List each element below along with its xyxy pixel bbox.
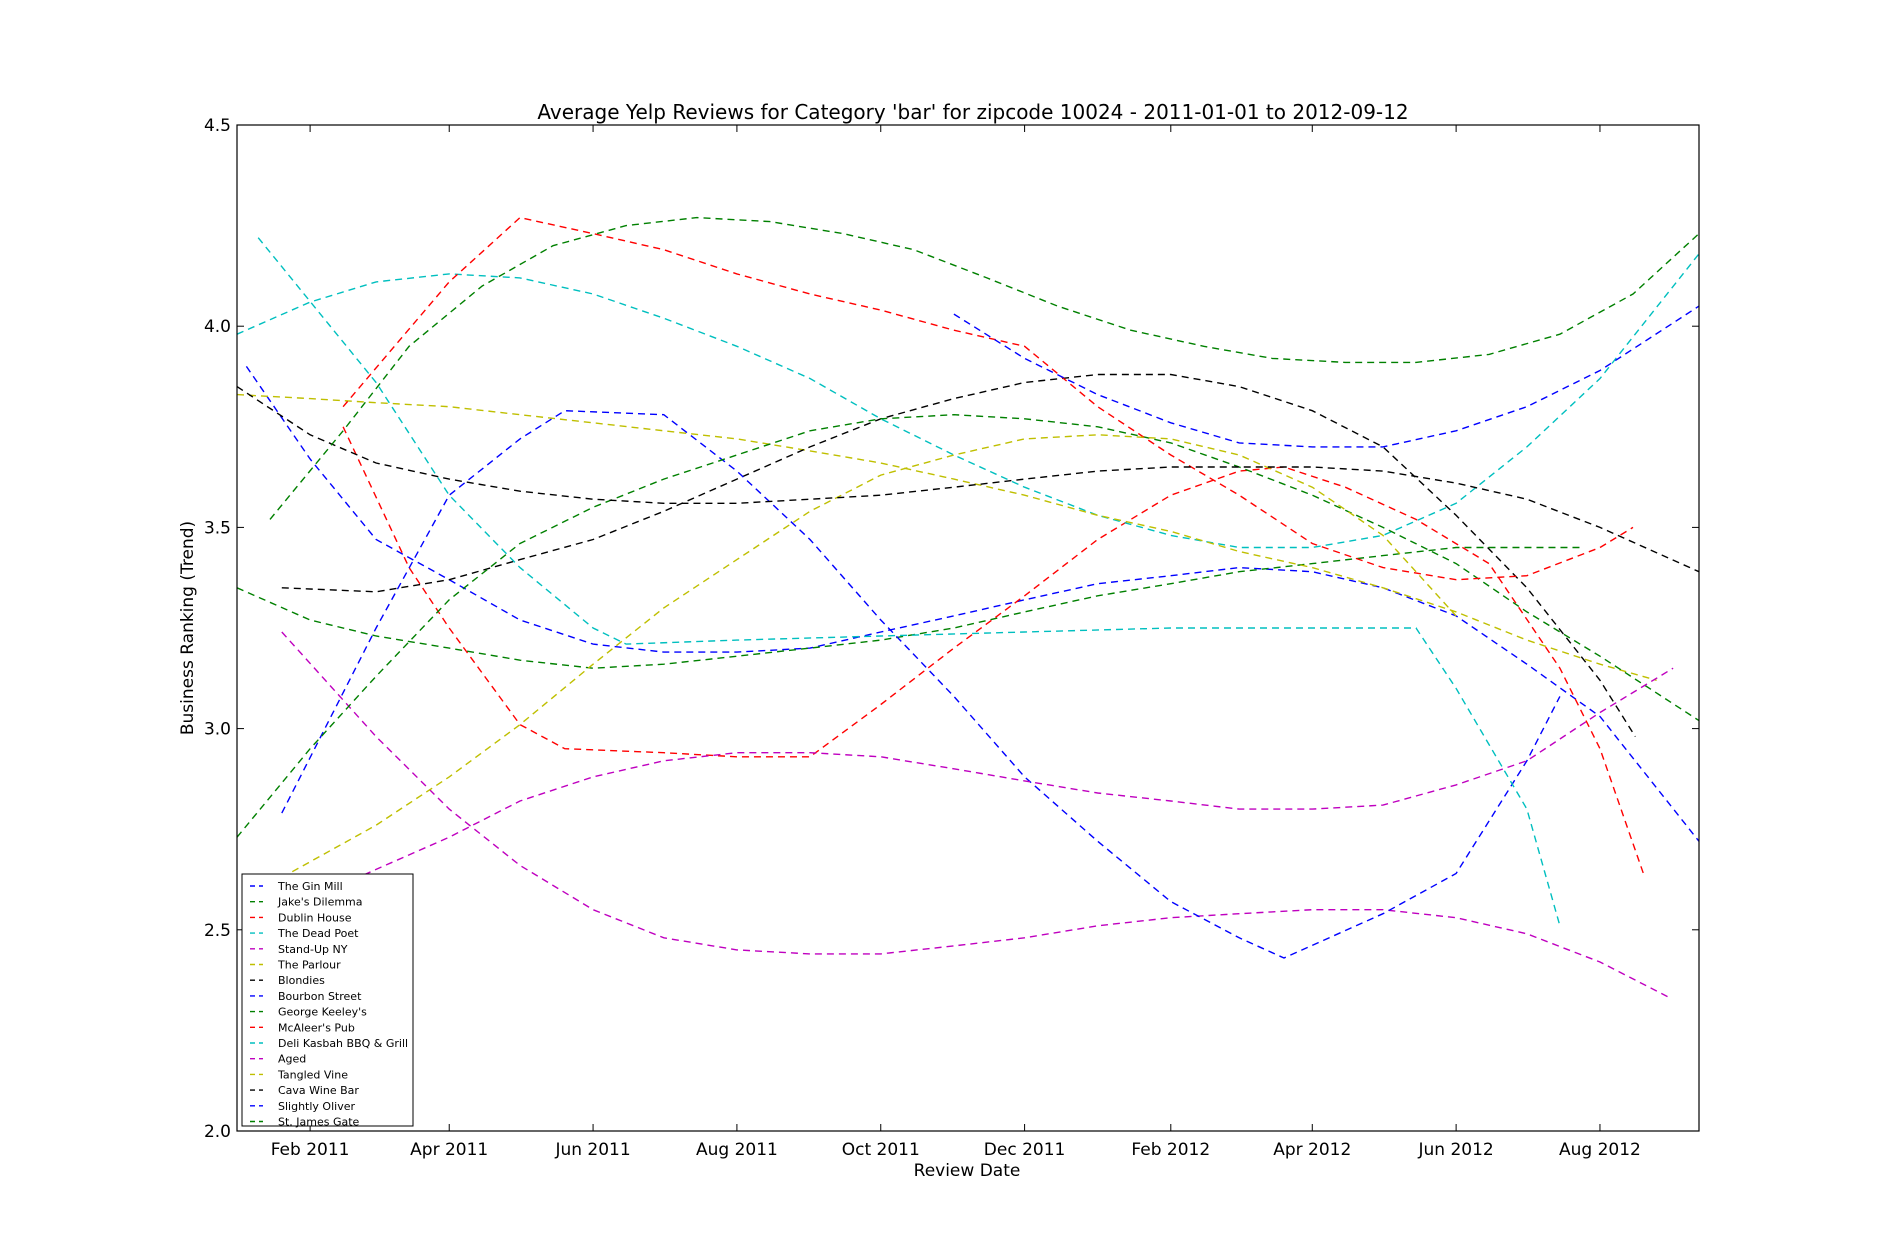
- series-layer: [236, 216, 1700, 999]
- series-line-2: [342, 426, 1646, 878]
- x-tick-label: Aug 2012: [1559, 1140, 1641, 1160]
- legend-label-10: Deli Kasbah BBQ & Grill: [278, 1037, 408, 1050]
- y-axis: 2.0 2.5 3.0 3.5 4.0 4.5: [204, 116, 1699, 1142]
- legend-label-2: Dublin House: [278, 911, 352, 924]
- x-tick-label: Feb 2011: [271, 1140, 350, 1160]
- x-tick-label: Oct 2011: [842, 1140, 920, 1160]
- y-tick-label: 3.5: [204, 518, 231, 538]
- legend-label-11: Aged: [278, 1053, 306, 1066]
- legend-label-4: Stand-Up NY: [278, 943, 348, 956]
- y-tick-label: 4.5: [204, 116, 231, 136]
- legend-label-8: George Keeley's: [278, 1006, 367, 1019]
- series-line-3: [236, 253, 1700, 549]
- legend-label-5: The Parlour: [277, 959, 341, 972]
- legend-label-1: Jake's Dilemma: [277, 896, 363, 909]
- y-tick-label: 2.5: [204, 921, 231, 941]
- series-line-0: [245, 366, 1700, 842]
- x-tick-label: Feb 2012: [1131, 1140, 1210, 1160]
- y-tick-label: 4.0: [204, 317, 231, 337]
- x-tick-label: Jun 2011: [554, 1140, 630, 1160]
- x-tick-label: Aug 2011: [696, 1140, 778, 1160]
- legend-label-0: The Gin Mill: [277, 880, 343, 893]
- series-line-12: [281, 434, 1457, 879]
- legend-label-14: Slightly Oliver: [278, 1100, 355, 1113]
- legend-label-6: Blondies: [278, 974, 325, 987]
- series-line-9: [342, 216, 1634, 581]
- legend-label-15: St. James Gate: [278, 1116, 360, 1129]
- chart-title: Average Yelp Reviews for Category 'bar' …: [537, 100, 1408, 124]
- x-tick-label: Apr 2012: [1273, 1140, 1351, 1160]
- legend-box: [241, 873, 414, 1127]
- series-line-5: [236, 393, 1657, 681]
- y-axis-label: Business Ranking (Trend): [178, 521, 198, 735]
- legend-label-9: McAleer's Pub: [278, 1021, 355, 1034]
- y-tick-label: 2.0: [204, 1122, 231, 1142]
- x-axis-label: Review Date: [914, 1161, 1021, 1181]
- x-tick-label: Dec 2011: [984, 1140, 1066, 1160]
- legend-label-12: Tangled Vine: [277, 1068, 348, 1081]
- series-line-10: [257, 237, 1561, 926]
- x-axis: Feb 2011 Apr 2011 Jun 2011 Aug 2011 Oct 2011…: [271, 125, 1641, 1160]
- series-line-14: [953, 305, 1700, 448]
- x-tick-label: Apr 2011: [410, 1140, 488, 1160]
- x-tick-label: Jun 2012: [1418, 1140, 1494, 1160]
- legend-label-13: Cava Wine Bar: [278, 1084, 359, 1097]
- series-line-6: [281, 373, 1636, 737]
- series-line-8: [236, 413, 1700, 838]
- plot-frame: [236, 124, 1700, 1132]
- y-tick-label: 3.0: [204, 720, 231, 740]
- series-line-4: [281, 631, 1672, 999]
- legend-label-3: The Dead Poet: [277, 927, 359, 940]
- legend: The Gin Mill Jake's Dilemma Dublin House Th…: [241, 873, 414, 1129]
- series-line-13: [236, 386, 1700, 573]
- series-line-15: [269, 216, 1700, 520]
- series-line-11: [331, 667, 1674, 891]
- legend-label-7: Bourbon Street: [278, 990, 362, 1003]
- series-line-7: [281, 409, 1561, 959]
- series-line-1: [236, 546, 1584, 669]
